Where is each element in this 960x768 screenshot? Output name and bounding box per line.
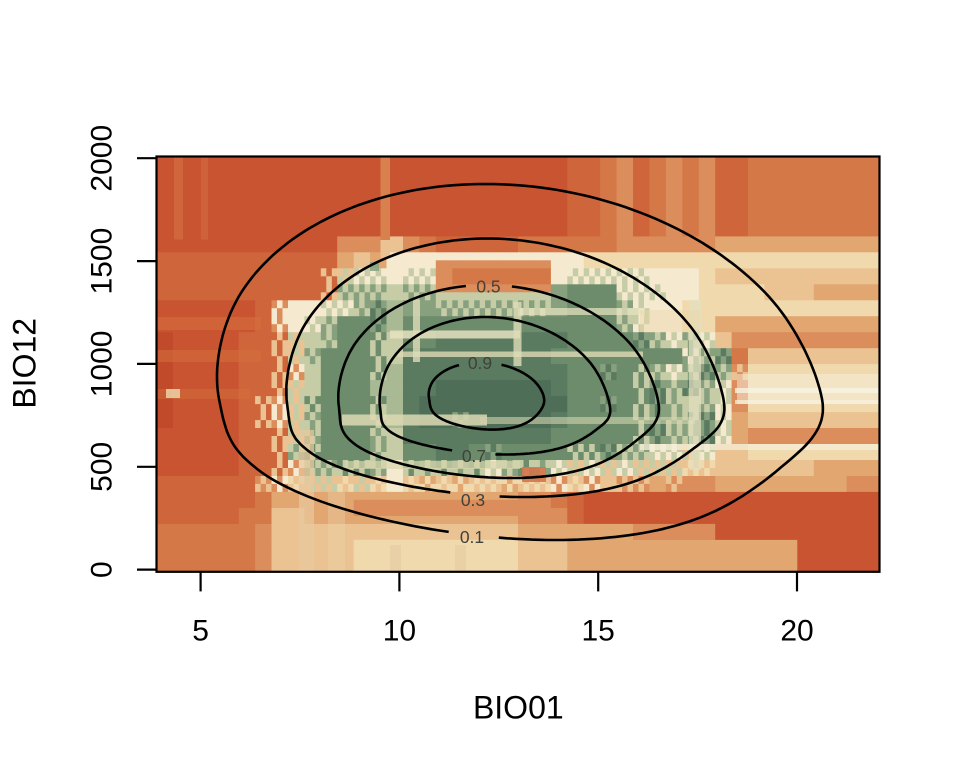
svg-text:500: 500 [86,442,119,492]
svg-text:5: 5 [192,615,209,648]
svg-text:10: 10 [383,615,416,648]
svg-text:0.3: 0.3 [461,490,485,510]
svg-text:1500: 1500 [86,228,119,295]
svg-text:15: 15 [582,615,615,648]
svg-text:0.5: 0.5 [476,277,500,297]
svg-text:0.1: 0.1 [460,527,484,547]
svg-text:0.7: 0.7 [462,446,486,466]
svg-text:20: 20 [780,615,813,648]
svg-text:BIO12: BIO12 [7,318,43,409]
svg-text:1000: 1000 [86,331,119,398]
svg-text:BIO01: BIO01 [473,690,564,726]
svg-text:0.9: 0.9 [468,353,492,373]
svg-text:0: 0 [86,561,119,578]
svg-text:2000: 2000 [86,125,119,192]
